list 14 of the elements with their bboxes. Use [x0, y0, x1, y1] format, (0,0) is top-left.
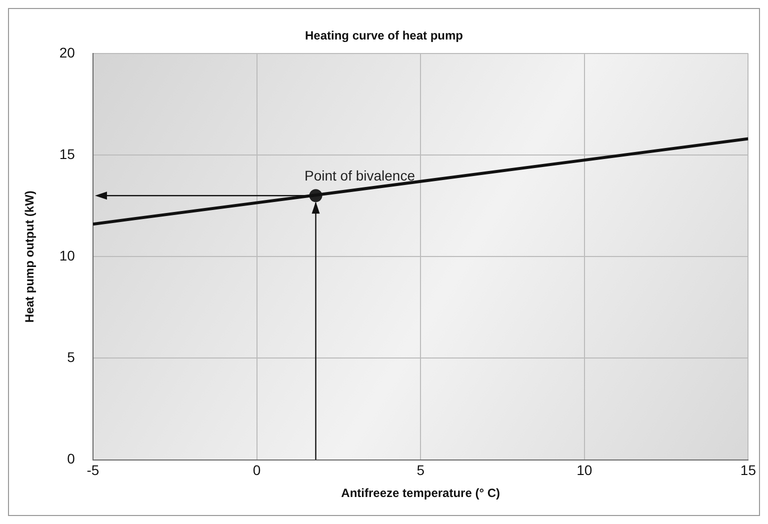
x-tick-label: -5: [86, 462, 100, 478]
x-tick-label: 5: [416, 462, 425, 478]
y-axis-title: Heat pump output (kW): [22, 190, 37, 323]
x-tick-label: 15: [740, 462, 756, 478]
y-tick-label: 5: [67, 349, 76, 366]
chart-title: Heating curve of heat pump: [304, 28, 464, 43]
y-tick-label: 20: [59, 44, 76, 60]
x-tick-label: 0: [252, 462, 261, 478]
annotation: Point of bivalence: [304, 168, 416, 184]
y-tick-label: 10: [59, 247, 76, 264]
x-axis-title: Antifreeze temperature (° C): [341, 486, 500, 500]
x-tick-label: 10: [576, 462, 592, 478]
y-tick-label: 0: [67, 450, 76, 467]
y-tick-label: 15: [59, 146, 76, 162]
